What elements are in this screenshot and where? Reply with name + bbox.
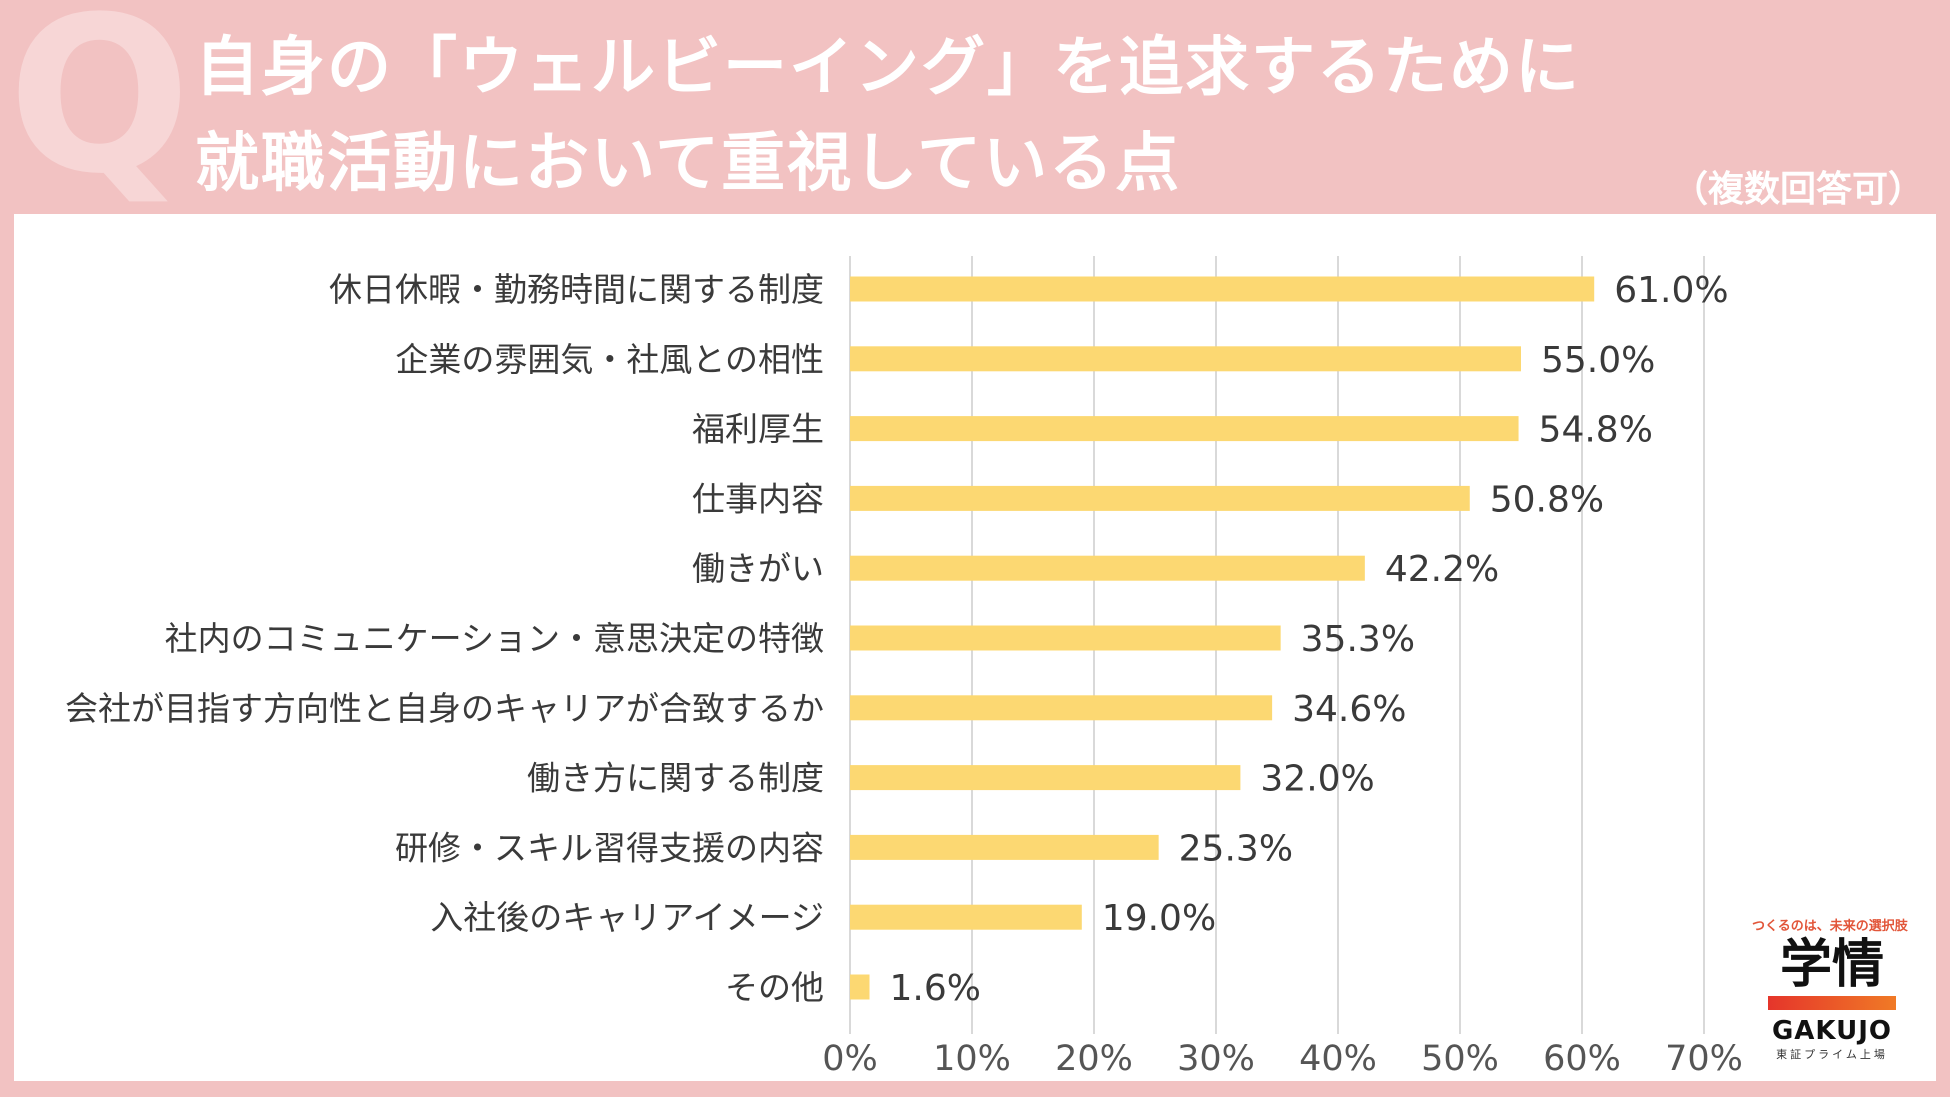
- category-label: 会社が目指す方向性と自身のキャリアが合致するか: [65, 689, 824, 728]
- title-line-2: 就職活動において重視している点: [195, 127, 1182, 201]
- category-label: 仕事内容: [692, 479, 824, 518]
- value-label: 61.0%: [1614, 270, 1728, 311]
- category-label: 休日休暇・勤務時間に関する制度: [329, 270, 824, 309]
- x-tick-label: 40%: [1299, 1039, 1377, 1079]
- x-tick-label: 10%: [933, 1039, 1011, 1079]
- x-tick-label: 30%: [1177, 1039, 1255, 1079]
- category-label: 入社後のキャリアイメージ: [430, 898, 824, 937]
- category-label: 研修・スキル習得支援の内容: [395, 828, 824, 867]
- x-tick-label: 50%: [1421, 1039, 1499, 1079]
- category-label: 社内のコミュニケーション・意思決定の特徴: [165, 619, 824, 658]
- value-label: 34.6%: [1292, 689, 1406, 730]
- bar: [850, 485, 1470, 511]
- value-label: 32.0%: [1260, 759, 1374, 800]
- q-mark: Q: [8, 0, 191, 221]
- value-label: 19.0%: [1102, 898, 1216, 939]
- x-tick-label: 20%: [1055, 1039, 1133, 1079]
- bar: [850, 695, 1273, 721]
- value-label: 55.0%: [1541, 340, 1655, 381]
- value-label: 1.6%: [890, 968, 981, 1009]
- bar: [850, 904, 1082, 930]
- page-title: 自身の「ウェルビーイング」を追求するために 就職活動において重視している点: [195, 20, 1581, 212]
- bar: [850, 974, 870, 1000]
- logo-sub: 東証プライム上場: [1776, 1048, 1888, 1061]
- value-label: 35.3%: [1301, 619, 1415, 660]
- gakujo-logo: つくるのは、未来の選択肢 学情 GAKUJO 東証プライム上場: [1752, 915, 1908, 1062]
- x-tick-label: 0%: [822, 1039, 878, 1079]
- category-label: 働きがい: [692, 549, 824, 588]
- bar: [850, 555, 1365, 581]
- category-label: その他: [725, 968, 824, 1007]
- bar: [850, 276, 1595, 302]
- value-label: 54.8%: [1539, 410, 1653, 451]
- chart-panel: 0% 10% 20% 30% 40% 50% 60% 70% 休日休暇・勤務時間に関する制度 61…: [14, 214, 1936, 1081]
- title-line-1: 自身の「ウェルビーイング」を追求するために: [195, 31, 1581, 105]
- value-label: 25.3%: [1179, 828, 1293, 869]
- logo-kanji: 学情: [1779, 934, 1884, 995]
- x-tick-label: 70%: [1665, 1039, 1743, 1079]
- value-label: 50.8%: [1490, 479, 1604, 520]
- category-label: 企業の雰囲気・社風との相性: [395, 340, 824, 379]
- multiple-answer-note: （複数回答可）: [1671, 169, 1924, 210]
- value-label: 42.2%: [1385, 549, 1499, 590]
- logo-bar: [1768, 996, 1896, 1010]
- logo-english: GAKUJO: [1771, 1016, 1893, 1046]
- bar: [850, 834, 1159, 860]
- bar: [850, 416, 1519, 442]
- category-label: 働き方に関する制度: [527, 759, 824, 798]
- bar: [850, 765, 1241, 791]
- bar-chart: 0% 10% 20% 30% 40% 50% 60% 70% 休日休暇・勤務時間に関する制度 61…: [65, 256, 1743, 1079]
- logo-tagline: つくるのは、未来の選択肢: [1752, 919, 1908, 934]
- bar: [850, 346, 1521, 372]
- category-label: 福利厚生: [692, 410, 824, 449]
- x-tick-label: 60%: [1543, 1039, 1621, 1079]
- bar: [850, 625, 1281, 651]
